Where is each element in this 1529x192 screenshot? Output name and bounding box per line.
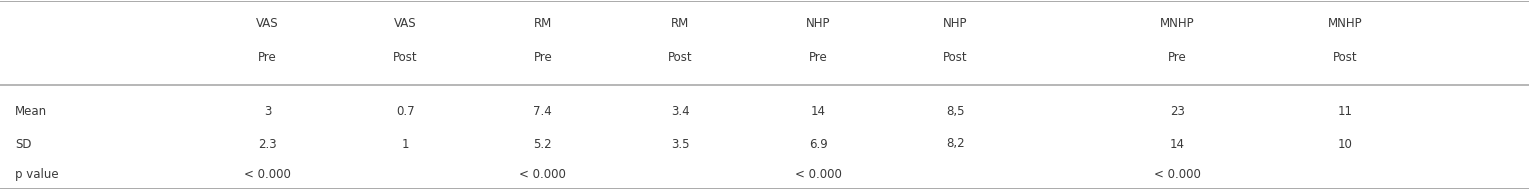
Text: 23: 23 [1170,105,1185,118]
Text: NHP: NHP [806,17,830,30]
Text: Post: Post [943,51,968,64]
Text: 11: 11 [1338,105,1353,118]
Text: MNHP: MNHP [1161,17,1194,30]
Text: 14: 14 [810,105,826,118]
Text: 3: 3 [265,105,271,118]
Text: 6.9: 6.9 [809,137,827,151]
Text: MNHP: MNHP [1329,17,1362,30]
Text: Pre: Pre [1168,51,1187,64]
Text: Pre: Pre [534,51,552,64]
Text: NHP: NHP [943,17,968,30]
Text: Pre: Pre [258,51,277,64]
Text: RM: RM [534,17,552,30]
Text: Post: Post [1333,51,1358,64]
Text: Post: Post [668,51,693,64]
Text: 3.4: 3.4 [671,105,690,118]
Text: 8,5: 8,5 [946,105,965,118]
Text: Post: Post [393,51,417,64]
Text: 3.5: 3.5 [671,137,690,151]
Text: 14: 14 [1170,137,1185,151]
Text: < 0.000: < 0.000 [245,168,291,181]
Text: 7.4: 7.4 [534,105,552,118]
Text: 5.2: 5.2 [534,137,552,151]
Text: 8,2: 8,2 [946,137,965,151]
Text: 10: 10 [1338,137,1353,151]
Text: RM: RM [671,17,690,30]
Text: < 0.000: < 0.000 [1154,168,1200,181]
Text: < 0.000: < 0.000 [520,168,566,181]
Text: p value: p value [15,168,60,181]
Text: < 0.000: < 0.000 [795,168,841,181]
Text: 1: 1 [402,137,408,151]
Text: SD: SD [15,137,32,151]
Text: VAS: VAS [394,17,416,30]
Text: 2.3: 2.3 [258,137,277,151]
Text: Mean: Mean [15,105,47,118]
Text: VAS: VAS [257,17,278,30]
Text: 0.7: 0.7 [396,105,414,118]
Text: Pre: Pre [809,51,827,64]
